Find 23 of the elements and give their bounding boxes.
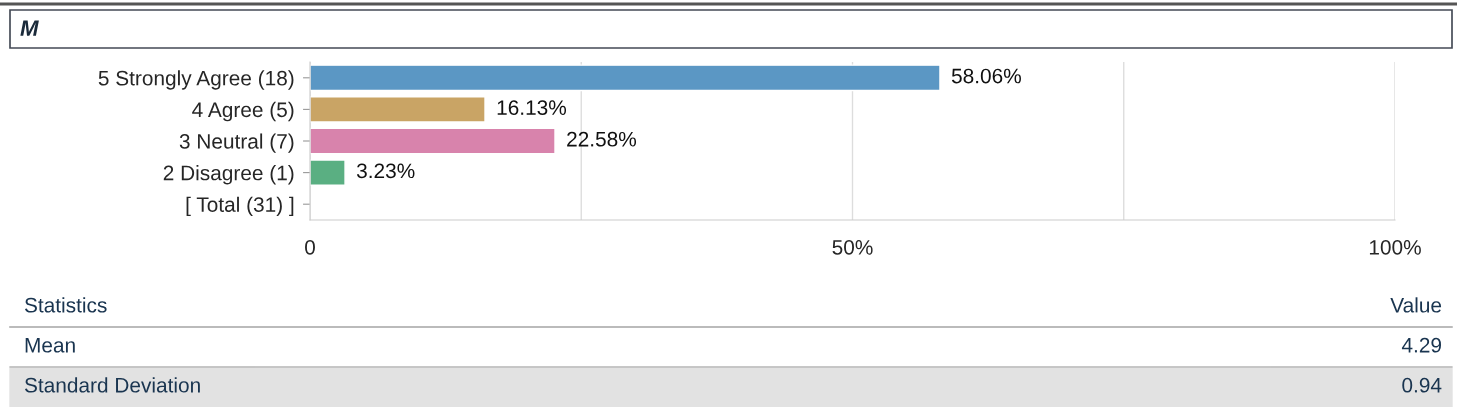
data-label: 22.58% [567,131,637,147]
data-label: 3.23% [356,163,415,179]
y-tick-label: [ Total (31) ] [186,196,294,217]
bar [310,127,556,155]
y-tick-label: 4 Agree (5) [192,101,294,122]
x-tick-label: 100% [1369,239,1421,255]
x-tick-label: 50% [832,239,873,255]
text: Mean [25,338,75,353]
y-tick-label: 5 Strongly Agree (18) [98,70,294,90]
text: Value [1390,297,1442,313]
bar [310,159,346,186]
bar [310,64,941,92]
bar [310,96,486,123]
text: 4.29 [1401,337,1442,353]
text: Statistics [24,297,107,313]
y-tick-label: 2 Disagree (1) [163,165,294,185]
text: Standard Deviation [24,377,200,393]
text: M [20,20,39,36]
data-label: 16.13% [497,100,567,115]
y-tick-label: 3 Neutral (7) [179,133,294,153]
data-label: 58.06% [951,68,1021,84]
text: 0.94 [1402,377,1442,393]
x-tick-label: 0 [305,239,315,255]
